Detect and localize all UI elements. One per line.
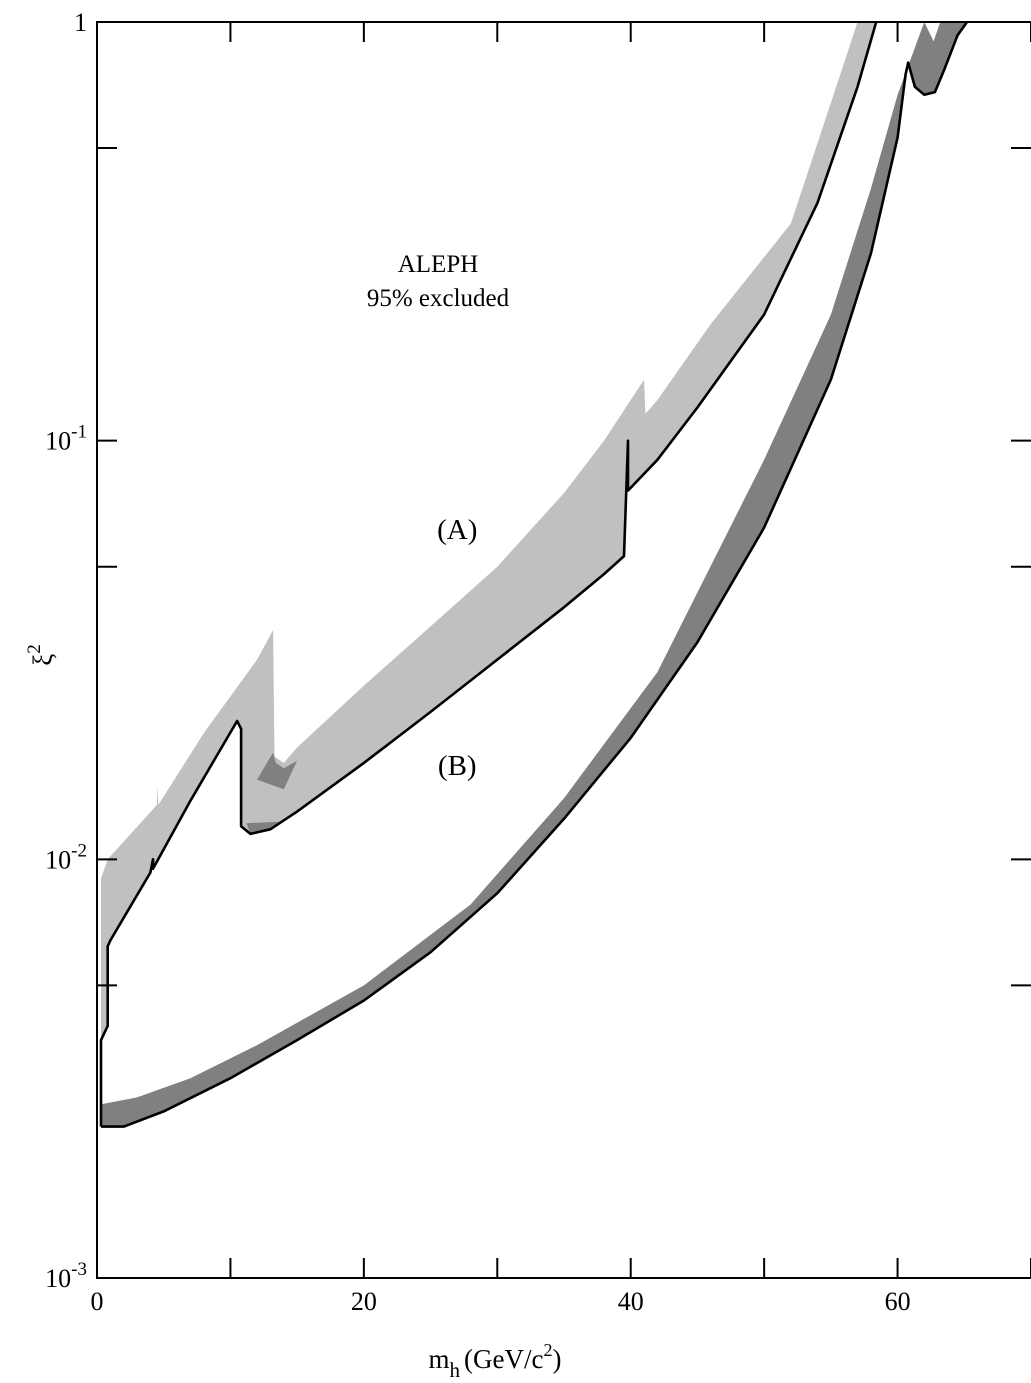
y-tick-label: 10-3 bbox=[45, 1259, 87, 1293]
x-axis-title-sub: h bbox=[450, 1358, 461, 1382]
boundary-line-b bbox=[101, 22, 969, 1128]
x-axis-title-sup: 2 bbox=[543, 1340, 552, 1360]
x-axis-title-main: m bbox=[429, 1344, 450, 1374]
y-axis-title: ξ2 bbox=[24, 644, 58, 666]
y-tick-label: 10-1 bbox=[45, 422, 87, 456]
annotation-line-2: 95% excluded bbox=[367, 285, 510, 312]
band-a-patch-0 bbox=[257, 752, 298, 790]
x-tick-label: 60 bbox=[885, 1287, 911, 1316]
y-tick-label: 1 bbox=[74, 8, 87, 37]
x-axis-title: mh (GeV/c2) bbox=[429, 1340, 562, 1382]
annotation-line-1: ALEPH bbox=[398, 251, 479, 278]
tick-labels: 0 20 40 60 1 10-1 10-2 10-3 bbox=[45, 8, 910, 1316]
y-axis-title-sup: 2 bbox=[24, 644, 45, 654]
y-axis-title-main: ξ bbox=[28, 654, 58, 666]
x-tick-label: 40 bbox=[618, 1287, 644, 1316]
exclusion-boundaries bbox=[99, 22, 969, 1128]
exclusion-bands bbox=[101, 22, 967, 1127]
y-tick-label: 10-2 bbox=[45, 840, 87, 874]
ticks bbox=[96, 21, 1031, 1279]
boundary-line-a bbox=[99, 22, 878, 1127]
band-a bbox=[101, 22, 877, 1127]
x-axis-title-rest: (GeV/c bbox=[464, 1344, 543, 1374]
x-tick-label: 0 bbox=[91, 1287, 104, 1316]
axes bbox=[96, 21, 1031, 1279]
curve-label-b: (B) bbox=[438, 750, 477, 782]
band-a-patch-1 bbox=[246, 821, 279, 834]
x-axis-title-close: ) bbox=[552, 1344, 561, 1374]
x-tick-label: 20 bbox=[351, 1287, 377, 1316]
plot-frame bbox=[96, 21, 1031, 1279]
curve-label-a: (A) bbox=[437, 514, 477, 546]
